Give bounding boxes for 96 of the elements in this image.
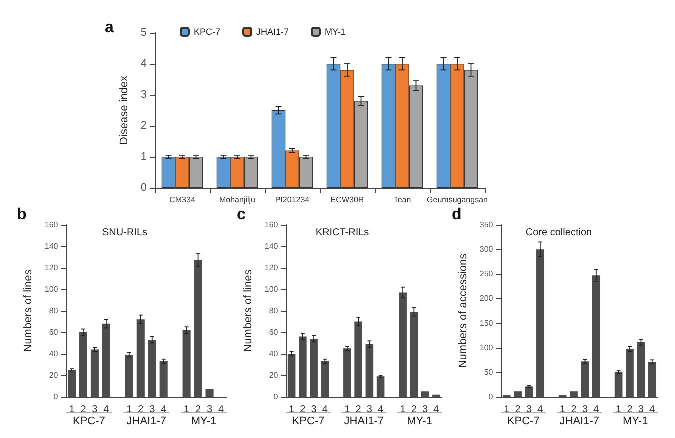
x-tick-label: ECW30R: [330, 196, 364, 204]
x-tick-label: 3: [92, 404, 98, 416]
y-tick-label: 40: [269, 350, 279, 358]
y-tick-label: 250: [480, 270, 494, 279]
y-axis-title: Numbers of lines: [242, 269, 254, 352]
x-tick-label: 1: [344, 404, 351, 416]
y-tick-label: 2: [140, 120, 147, 132]
x-tick-label: 1: [184, 404, 190, 416]
y-tick-label: 0: [274, 392, 279, 402]
x-tick-label: CM334: [170, 196, 196, 204]
y-tick-label: 80: [49, 306, 59, 316]
x-tick-label: 3: [582, 404, 588, 416]
text: MY-1: [407, 416, 432, 428]
x-tick-label: 4: [322, 404, 328, 416]
y-axis-title: Disease index: [118, 75, 130, 146]
y-tick-label: 0: [140, 182, 147, 194]
chart-title: SNU-RILs: [102, 228, 148, 238]
y-tick-label: 80: [269, 306, 279, 316]
x-tick-label: 4: [378, 404, 384, 416]
legend-label: KPC-7: [194, 27, 221, 37]
y-tick-label: 50: [484, 368, 494, 377]
x-tick-label: 4: [104, 404, 110, 416]
text: MY-1: [191, 416, 217, 428]
y-tick-label: 160: [44, 220, 59, 230]
x-tick-label: Tean: [394, 196, 412, 204]
y-tick-label: 0: [54, 392, 59, 402]
x-tick-label: 1: [289, 404, 296, 416]
x-tick-label: 3: [366, 404, 373, 416]
x-tick-label: 3: [638, 404, 644, 416]
x-tick-label: 2: [300, 404, 306, 416]
y-tick-label: 100: [480, 343, 494, 352]
text: JHAI1-7: [126, 416, 166, 428]
text: KPC-7: [292, 416, 325, 428]
y-tick-label: 20: [269, 371, 279, 380]
x-tick-label: 2: [196, 404, 202, 416]
chart-title: KRICT-RILs: [316, 228, 370, 238]
x-tick-label: 3: [422, 404, 429, 416]
text: KPC-7: [507, 416, 540, 428]
x-tick-label: 1: [504, 404, 510, 416]
x-tick-label: 2: [411, 404, 418, 416]
y-tick-label: 0: [488, 392, 494, 402]
x-tick-label: 1: [560, 404, 566, 416]
text: c: [237, 206, 246, 224]
x-tick-label: 4: [434, 404, 440, 416]
x-tick-label: 1: [126, 404, 133, 416]
y-axis-title: Numbers of accessions: [458, 253, 470, 368]
legend-label: JHAI1-7: [256, 27, 290, 37]
text: MY-1: [622, 416, 648, 428]
x-tick-label: 3: [206, 404, 213, 416]
y-tick-label: 60: [49, 328, 59, 337]
x-tick-label: 1: [616, 404, 622, 416]
text: JHAI1-7: [560, 416, 600, 428]
y-tick-label: 200: [480, 294, 494, 304]
chart-title: Core collection: [526, 228, 592, 238]
y-tick-label: 300: [480, 245, 494, 254]
text: d: [452, 206, 462, 224]
y-tick-label: 1: [140, 151, 147, 163]
y-tick-label: 160: [264, 220, 279, 230]
y-tick-label: 40: [49, 350, 59, 358]
y-tick-label: 20: [49, 371, 59, 380]
y-tick-label: 4: [140, 58, 147, 70]
y-tick-label: 140: [44, 242, 59, 251]
y-tick-label: 3: [140, 89, 147, 101]
x-tick-label: 4: [161, 404, 168, 416]
x-tick-label: 4: [594, 404, 600, 416]
x-tick-label: 2: [80, 404, 87, 416]
y-tick-label: 140: [264, 242, 279, 251]
legend-label: MY-1: [325, 27, 346, 37]
text: b: [17, 206, 27, 224]
x-tick-label: 4: [538, 404, 544, 416]
x-tick-label: 2: [515, 404, 522, 416]
y-tick-label: 5: [140, 27, 147, 39]
x-tick-label: 2: [571, 404, 578, 416]
y-tick-label: 100: [264, 285, 279, 294]
x-tick-label: 3: [526, 404, 532, 416]
text: a: [105, 20, 114, 36]
x-tick-label: 4: [218, 404, 224, 416]
x-tick-label: 2: [627, 404, 634, 416]
y-tick-label: 350: [480, 220, 494, 230]
y-axis-title: Numbers of lines: [22, 269, 34, 352]
x-tick-label: 3: [150, 404, 156, 416]
x-tick-label: 1: [400, 404, 406, 416]
x-tick-label: Geumsugangsan: [427, 196, 488, 204]
text: JHAI1-7: [344, 416, 384, 428]
y-tick-label: 100: [44, 285, 59, 294]
x-tick-label: Mohanjilju: [219, 196, 256, 204]
x-tick-label: 4: [650, 404, 656, 416]
x-tick-label: 2: [356, 404, 362, 416]
y-tick-label: 120: [264, 264, 279, 272]
text: KPC-7: [73, 416, 106, 428]
y-tick-label: 120: [44, 264, 59, 272]
y-tick-label: 60: [269, 328, 279, 337]
y-tick-label: 150: [480, 318, 494, 328]
x-tick-label: 3: [311, 404, 318, 416]
x-tick-label: PI201234: [275, 196, 310, 204]
x-tick-label: 1: [69, 404, 76, 416]
